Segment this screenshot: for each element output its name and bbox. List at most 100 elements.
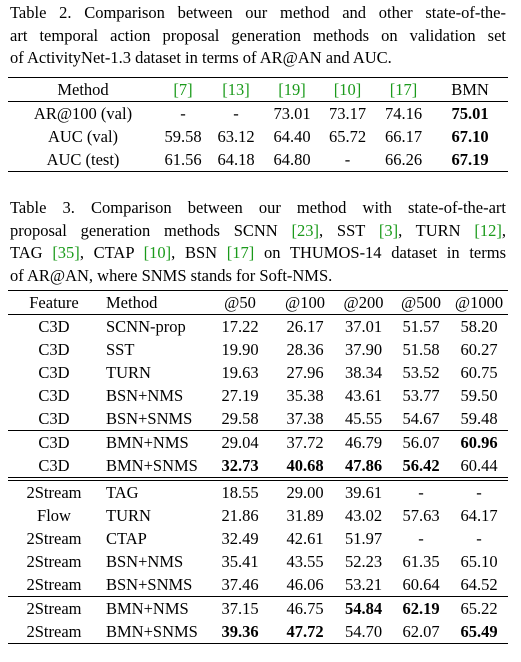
bold-value: 67.19	[451, 150, 489, 169]
cell: 19.63	[221, 363, 259, 382]
cell: @200	[343, 293, 384, 312]
cell: 67.10	[432, 125, 508, 148]
bold-value: 60.96	[460, 433, 498, 452]
cell: 40.68	[275, 454, 335, 477]
cell: 2Stream	[26, 483, 82, 502]
cell: 2Stream	[26, 599, 82, 618]
cell: 56.42	[392, 454, 450, 477]
citation: [3]	[378, 220, 399, 240]
cell: 35.41	[221, 552, 259, 571]
cell: 67.19	[432, 148, 508, 171]
cell: 62.19	[392, 597, 450, 620]
cell: 43.61	[344, 386, 383, 405]
cell: 75.01	[432, 102, 508, 125]
cell: 66.17	[384, 127, 423, 146]
cell: C3D	[38, 363, 70, 382]
table-row: 2Stream BMN+SNMS 39.36 47.72 54.70 62.07 65.49	[8, 620, 508, 643]
cell: 73.17	[328, 104, 367, 123]
cell: 53.21	[344, 575, 383, 594]
cell: 37.15	[221, 599, 259, 618]
cell: BMN	[451, 80, 489, 99]
caption-text: proposal generation methods SCNN	[10, 220, 292, 240]
citation: [23]	[291, 220, 320, 240]
cell: 2Stream	[26, 622, 82, 641]
cell: C3D	[38, 386, 70, 405]
cell: AUC (val)	[47, 127, 119, 146]
caption-text: of AR@AN, where SNMS stands for Soft-NMS…	[10, 266, 333, 286]
caption-text: , CTAP	[79, 243, 144, 263]
cell: 54.84	[335, 597, 392, 620]
table-row: AR@100 (val) - - 73.01 73.17 74.16 75.01	[8, 102, 508, 125]
bold-value: 67.10	[451, 127, 489, 146]
cell: 27.19	[221, 386, 259, 405]
bold-value: 32.73	[221, 456, 259, 475]
cell: 64.40	[273, 127, 311, 146]
citation: [10]	[143, 243, 172, 263]
cell: BMN+NMS	[106, 433, 189, 452]
cell: 37.90	[344, 340, 383, 359]
cell: 56.07	[402, 433, 440, 452]
cell: 53.52	[402, 363, 440, 382]
cell: 37.46	[221, 575, 259, 594]
cell: Flow	[37, 506, 71, 525]
cell: BSN+SNMS	[106, 575, 193, 594]
cell: 53.77	[402, 386, 440, 405]
cell: 43.55	[286, 552, 324, 571]
cell: 37.72	[286, 433, 324, 452]
cell: 37.38	[286, 409, 324, 428]
rule	[8, 290, 508, 291]
bold-value: 47.86	[344, 456, 383, 475]
cell: 66.26	[384, 150, 423, 169]
header-row: Feature Method @50 @100 @200 @500 @1000	[8, 291, 508, 314]
cell: 31.89	[286, 506, 324, 525]
caption-line: art temporal action proposal generation …	[10, 25, 506, 48]
caption-text: Table 2. Comparison between our method a…	[10, 3, 506, 22]
cell: C3D	[38, 433, 70, 452]
caption-line: Table 2. Comparison between our method a…	[10, 2, 506, 25]
rule	[8, 477, 508, 481]
cell: C3D	[38, 340, 70, 359]
cell: 46.75	[286, 599, 324, 618]
cell: 61.35	[402, 552, 440, 571]
bold-value: 75.01	[451, 104, 489, 123]
cell: 60.64	[402, 575, 440, 594]
cell: 74.16	[384, 104, 423, 123]
cell: Method	[57, 80, 109, 99]
cell: [7]	[173, 80, 193, 99]
bold-value: 54.84	[344, 599, 383, 618]
caption-line: TAG [35], CTAP [10], BSN [17] on THUMOS-…	[10, 242, 506, 265]
rule	[8, 643, 508, 644]
cell: 51.58	[402, 340, 440, 359]
rule	[8, 101, 508, 102]
cell: @1000	[454, 293, 504, 312]
table2-caption: Table 2. Comparison between our method a…	[10, 2, 506, 70]
citation: [12]	[474, 220, 502, 240]
cell: AUC (test)	[46, 150, 120, 169]
table-row: 2Stream CTAP 32.49 42.61 51.97 - -	[8, 527, 508, 550]
cell: @500	[401, 293, 441, 312]
cell: 54.67	[402, 409, 440, 428]
table-row: C3D SCNN-prop 17.22 26.17 37.01 51.57 58.20	[8, 315, 508, 338]
cell: 63.12	[217, 127, 255, 146]
cell: 19.90	[221, 340, 259, 359]
cell: 39.36	[205, 620, 275, 643]
cell: BSN+NMS	[106, 552, 184, 571]
cell: 27.96	[286, 363, 324, 382]
cell: 57.63	[402, 506, 440, 525]
cell: 47.86	[335, 454, 392, 477]
table2: Method [7] [13] [19] [10] [17] BMN AR@100 (val)…	[8, 77, 508, 172]
cell: 47.72	[275, 620, 335, 643]
cell: 51.97	[344, 529, 383, 548]
cell: -	[418, 529, 424, 548]
bold-value: 65.49	[460, 622, 498, 641]
cell: BSN+SNMS	[106, 409, 193, 428]
cell: C3D	[38, 409, 70, 428]
rule	[8, 171, 508, 172]
cell: -	[180, 104, 186, 123]
cell: [10]	[333, 80, 362, 99]
cell: @100	[285, 293, 325, 312]
cell: -	[233, 104, 239, 123]
cell: 59.58	[164, 127, 202, 146]
cell: BSN+NMS	[106, 386, 184, 405]
cell: CTAP	[106, 529, 147, 548]
